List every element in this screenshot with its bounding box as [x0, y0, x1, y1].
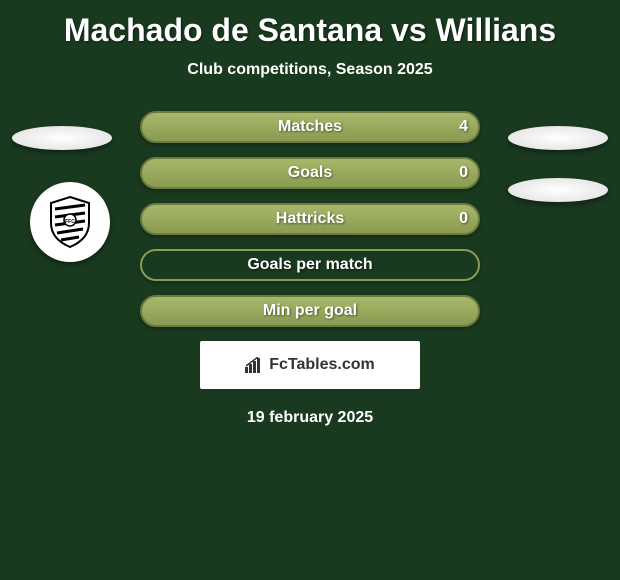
watermark-text: FcTables.com: [269, 356, 375, 374]
stat-bar: Min per goal: [140, 295, 480, 327]
watermark: FcTables.com: [200, 341, 420, 389]
stat-label: Goals per match: [247, 256, 372, 274]
stat-bar: Goals 0: [140, 157, 480, 189]
stat-value-right: 0: [459, 210, 468, 228]
date: 19 february 2025: [0, 409, 620, 427]
stat-bar: Matches 4: [140, 111, 480, 143]
stat-row-matches: Matches 4: [0, 111, 620, 143]
stat-label: Goals: [288, 164, 332, 182]
stat-row-goals: Goals 0: [0, 157, 620, 189]
page-title: Machado de Santana vs Willians: [0, 0, 620, 49]
stat-value-right: 4: [459, 118, 468, 136]
stat-label: Hattricks: [276, 210, 344, 228]
stat-row-mpg: Min per goal: [0, 295, 620, 327]
stats-container: Matches 4 Goals 0 Hattricks 0 Goals per …: [0, 111, 620, 327]
subtitle: Club competitions, Season 2025: [0, 61, 620, 79]
stat-row-gpm: Goals per match: [0, 249, 620, 281]
stat-label: Matches: [278, 118, 342, 136]
stat-value-right: 0: [459, 164, 468, 182]
stat-bar: Goals per match: [140, 249, 480, 281]
stat-row-hattricks: Hattricks 0: [0, 203, 620, 235]
stat-label: Min per goal: [263, 302, 357, 320]
stat-bar: Hattricks 0: [140, 203, 480, 235]
chart-icon: [245, 357, 263, 373]
